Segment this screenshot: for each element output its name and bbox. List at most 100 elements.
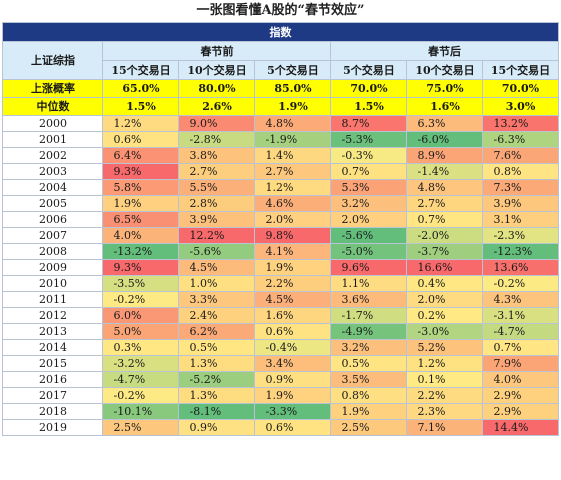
return-cell: 2.0% — [254, 211, 332, 228]
return-cell: 2.7% — [178, 163, 256, 180]
return-cell: -0.4% — [254, 339, 332, 356]
return-cell: 0.9% — [178, 419, 256, 436]
year-row: 2017 -0.2% 1.3% 1.9% 0.8% 2.2% 2.9% — [2, 387, 559, 404]
year-label: 2003 — [2, 163, 104, 180]
group-header-after: 春节后 — [330, 41, 559, 61]
return-cell: -0.2% — [102, 387, 180, 404]
index-header: 指数 — [2, 22, 559, 42]
year-row: 2016 -4.7% -5.2% 0.9% 3.5% 0.1% 4.0% — [2, 371, 559, 388]
return-cell: 0.7% — [406, 211, 484, 228]
return-cell: 0.8% — [330, 387, 408, 404]
return-cell: -6.3% — [482, 131, 559, 148]
stat-value: 1.5% — [102, 97, 180, 116]
year-row: 2011 -0.2% 3.3% 4.5% 3.6% 2.0% 4.3% — [2, 291, 559, 308]
year-label: 2005 — [2, 195, 104, 212]
return-cell: -1.4% — [406, 163, 484, 180]
stat-row-up-probability: 上涨概率 65.0% 80.0% 85.0% 70.0% 75.0% 70.0% — [2, 79, 559, 98]
return-cell: -5.6% — [178, 243, 256, 260]
return-cell: 0.6% — [254, 323, 332, 340]
return-cell: -3.5% — [102, 275, 180, 292]
return-cell: 1.9% — [102, 195, 180, 212]
return-cell: 2.7% — [406, 195, 484, 212]
return-cell: 1.0% — [178, 275, 256, 292]
year-label: 2015 — [2, 355, 104, 372]
stat-value: 85.0% — [254, 79, 332, 98]
year-label: 2017 — [2, 387, 104, 404]
return-cell: 9.6% — [330, 259, 408, 276]
stat-row-median: 中位数 1.5% 2.6% 1.9% 1.5% 1.6% 3.0% — [2, 97, 559, 116]
stat-value: 2.6% — [178, 97, 256, 116]
return-cell: 6.4% — [102, 147, 180, 164]
return-cell: -2.8% — [178, 131, 256, 148]
return-cell: 2.5% — [330, 419, 408, 436]
return-cell: -0.3% — [330, 147, 408, 164]
stat-value: 1.6% — [406, 97, 484, 116]
return-cell: 0.6% — [254, 419, 332, 436]
return-cell: 16.6% — [406, 259, 484, 276]
return-cell: 4.5% — [178, 259, 256, 276]
return-cell: 0.2% — [406, 307, 484, 324]
year-row: 2018 -10.1% -8.1% -3.3% 1.9% 2.3% 2.9% — [2, 403, 559, 420]
return-cell: 5.8% — [102, 179, 180, 196]
return-cell: 3.2% — [330, 195, 408, 212]
year-label: 2009 — [2, 259, 104, 276]
return-cell: 4.3% — [482, 291, 559, 308]
stat-value: 70.0% — [330, 79, 408, 98]
return-cell: 7.9% — [482, 355, 559, 372]
year-row: 2015 -3.2% 1.3% 3.4% 0.5% 1.2% 7.9% — [2, 355, 559, 372]
return-cell: 2.5% — [102, 419, 180, 436]
return-cell: 1.9% — [330, 403, 408, 420]
year-label: 2002 — [2, 147, 104, 164]
return-cell: 2.8% — [178, 195, 256, 212]
year-row: 2003 9.3% 2.7% 2.7% 0.7% -1.4% 0.8% — [2, 163, 559, 180]
return-cell: -2.0% — [406, 227, 484, 244]
return-cell: 13.6% — [482, 259, 559, 276]
return-cell: 1.2% — [102, 115, 180, 132]
return-cell: 1.1% — [330, 275, 408, 292]
stat-value: 1.9% — [254, 97, 332, 116]
return-cell: 14.4% — [482, 419, 559, 436]
chart-title: 一张图看懂A股的“春节效应” — [196, 3, 365, 18]
return-cell: 6.5% — [102, 211, 180, 228]
year-row: 2010 -3.5% 1.0% 2.2% 1.1% 0.4% -0.2% — [2, 275, 559, 292]
year-label: 2012 — [2, 307, 104, 324]
return-cell: -3.7% — [406, 243, 484, 260]
year-label: 2004 — [2, 179, 104, 196]
return-cell: 5.0% — [102, 323, 180, 340]
year-label: 2011 — [2, 291, 104, 308]
return-cell: 3.5% — [330, 371, 408, 388]
window-header: 10个交易日 — [406, 60, 484, 80]
year-label: 2016 — [2, 371, 104, 388]
year-row: 2012 6.0% 2.4% 1.6% -1.7% 0.2% -3.1% — [2, 307, 559, 324]
return-cell: 5.3% — [330, 179, 408, 196]
return-cell: 0.9% — [254, 371, 332, 388]
year-row: 2009 9.3% 4.5% 1.9% 9.6% 16.6% 13.6% — [2, 259, 559, 276]
return-cell: -10.1% — [102, 403, 180, 420]
return-cell: 2.2% — [406, 387, 484, 404]
return-cell: 2.3% — [406, 403, 484, 420]
year-label: 2014 — [2, 339, 104, 356]
return-cell: 9.0% — [178, 115, 256, 132]
year-row: 2004 5.8% 5.5% 1.2% 5.3% 4.8% 7.3% — [2, 179, 559, 196]
return-cell: 3.2% — [330, 339, 408, 356]
year-label: 2008 — [2, 243, 104, 260]
return-cell: 4.0% — [102, 227, 180, 244]
return-cell: 1.9% — [254, 259, 332, 276]
year-label: 2010 — [2, 275, 104, 292]
return-cell: 6.2% — [178, 323, 256, 340]
return-cell: 0.5% — [178, 339, 256, 356]
return-cell: -3.3% — [254, 403, 332, 420]
spring-festival-effect-table: 指数 上证综指 春节前 春节后 15个交易日 10个交易日 5个交易日 5个交易… — [2, 22, 559, 436]
return-cell: -1.9% — [254, 131, 332, 148]
year-row: 2001 0.6% -2.8% -1.9% -5.3% -6.0% -6.3% — [2, 131, 559, 148]
group-header-before: 春节前 — [102, 41, 332, 61]
return-cell: -3.0% — [406, 323, 484, 340]
return-cell: 7.3% — [482, 179, 559, 196]
return-cell: -4.7% — [482, 323, 559, 340]
group-header-row: 上证综指 春节前 春节后 — [2, 41, 559, 80]
return-cell: 0.3% — [102, 339, 180, 356]
return-cell: 0.4% — [406, 275, 484, 292]
return-cell: -2.3% — [482, 227, 559, 244]
return-cell: 6.3% — [406, 115, 484, 132]
return-cell: 1.4% — [254, 147, 332, 164]
